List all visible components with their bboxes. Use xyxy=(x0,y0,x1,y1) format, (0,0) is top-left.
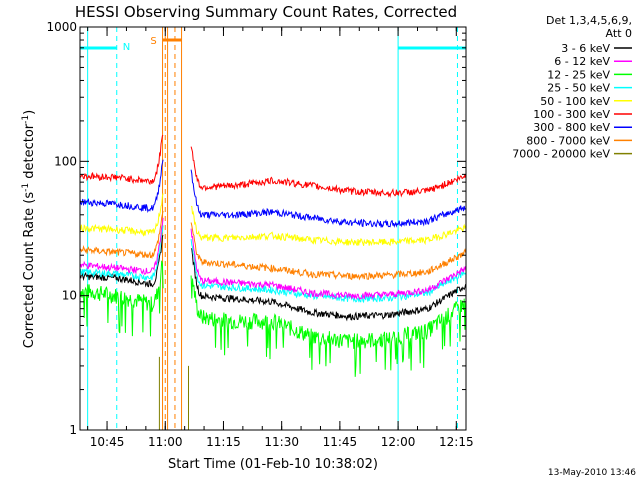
legend-entry-label: 7000 - 20000 keV xyxy=(512,148,610,161)
y-tick-label: 10 xyxy=(62,289,77,303)
x-tick-label: 12:00 xyxy=(381,435,416,449)
y-axis-label-exp2: -1 xyxy=(21,115,31,124)
legend-entry-label: 50 - 100 keV xyxy=(540,95,610,108)
x-tick-label: 11:45 xyxy=(323,435,358,449)
legend-header-line-2: Att 0 xyxy=(606,27,632,40)
series-line xyxy=(79,260,467,377)
series-line xyxy=(79,193,467,247)
legend-header-line-1: Det 1,3,4,5,6,9, xyxy=(546,14,632,27)
series-line xyxy=(79,159,466,228)
y-tick-label: 1000 xyxy=(46,20,77,34)
legend-entry-label: 3 - 6 keV xyxy=(561,42,610,55)
series-line xyxy=(79,210,467,281)
x-tick-label: 10:45 xyxy=(90,435,125,449)
y-axis-label-suffix: ) xyxy=(22,110,37,115)
series-line xyxy=(79,134,467,198)
x-tick-label: 11:15 xyxy=(206,435,241,449)
x-axis-label: Start Time (01-Feb-10 10:38:02) xyxy=(168,457,378,472)
series-line xyxy=(79,235,467,322)
legend-entry-label: 300 - 800 keV xyxy=(533,121,610,134)
chart-title: HESSI Observing Summary Count Rates, Cor… xyxy=(75,3,457,21)
legend-entry-label: 25 - 50 keV xyxy=(547,82,610,95)
plot-frame xyxy=(79,26,467,431)
x-tick-label: 11:30 xyxy=(264,435,299,449)
x-tick-label: 11:00 xyxy=(148,435,183,449)
x-tick-label: 12:15 xyxy=(439,435,474,449)
y-axis-label-exp1: -1 xyxy=(21,183,31,192)
y-axis-label-prefix: Corrected Count Rate (s xyxy=(22,192,37,349)
legend-entry-label: 100 - 300 keV xyxy=(533,108,610,121)
legend-entry-label: 6 - 12 keV xyxy=(554,55,610,68)
legend-entry-label: 800 - 7000 keV xyxy=(526,134,610,147)
legend-entry-label: 12 - 25 keV xyxy=(547,68,610,81)
x-axis: 10:45 11:00 11:15 11:30 11:45 12:00 12:15 xyxy=(87,27,474,449)
y-tick-label: 100 xyxy=(54,154,77,168)
series-line xyxy=(79,217,467,301)
y-axis-label: Corrected Count Rate (s-1 detector-1) xyxy=(21,110,37,348)
night-label: N xyxy=(123,42,130,53)
footer-date: 13-May-2010 13:46 xyxy=(548,468,636,478)
y-axis-label-mid: detector xyxy=(22,123,37,183)
y-axis: 1 10 100 1000 xyxy=(46,20,466,437)
saa-label: S xyxy=(150,36,156,47)
series-line xyxy=(158,356,189,430)
plot-area: NS xyxy=(79,27,467,430)
y-tick-label: 1 xyxy=(69,423,77,437)
